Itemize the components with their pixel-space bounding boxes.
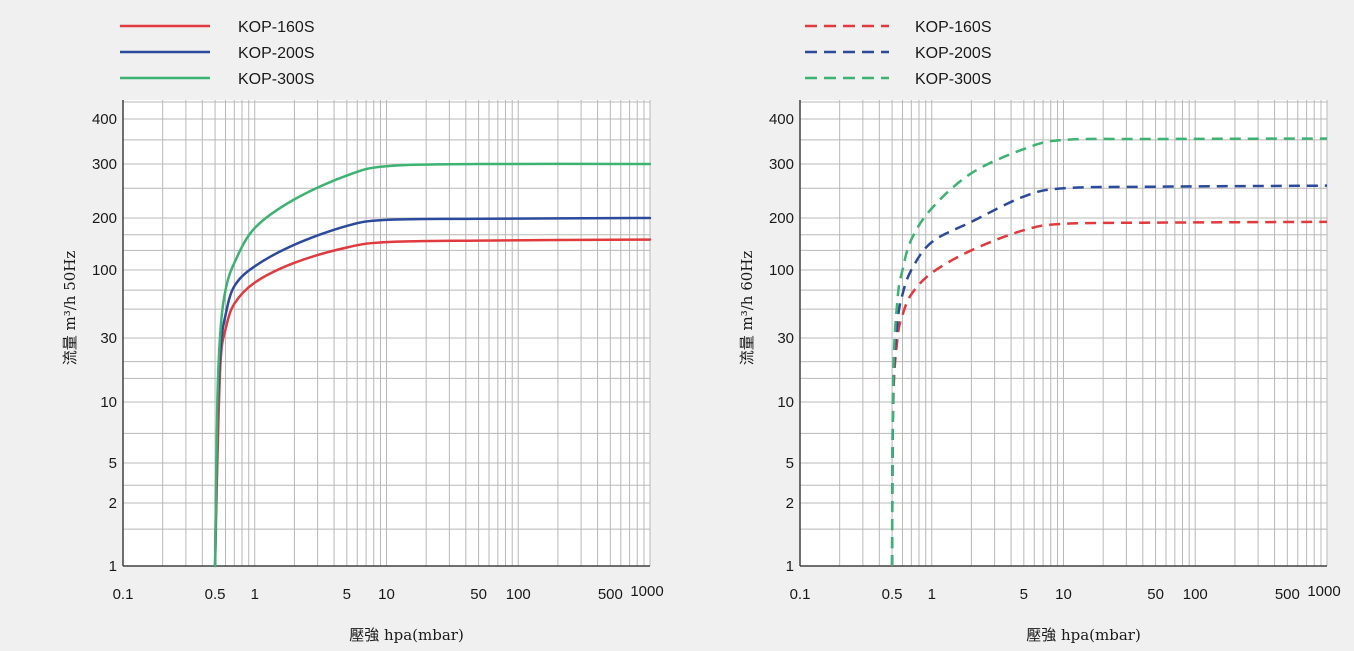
x-axis-title: 壓強 hpa(mbar)	[349, 626, 464, 644]
y-tick-label: 10	[100, 394, 117, 411]
legend-label-kop-300s: KOP-300S	[915, 71, 991, 88]
x-tick-label: 50	[1147, 586, 1164, 603]
series-line-kop-300s	[213, 162, 652, 568]
x-tick-label: 5	[343, 586, 351, 603]
legend-label-kop-200s: KOP-200S	[915, 45, 991, 62]
series-line-kop-160s	[890, 220, 1328, 567]
x-tick-label: 0.5	[882, 586, 903, 603]
legend-label-kop-160s: KOP-160S	[915, 19, 991, 36]
y-tick-label: 30	[777, 330, 794, 347]
x-tick-label: 5	[1020, 586, 1028, 603]
y-tick-label: 10	[777, 394, 794, 411]
y-tick-label: 400	[769, 111, 794, 128]
x-tick-label: 100	[506, 586, 531, 603]
y-tick-label: 300	[92, 156, 117, 173]
y-tick-label: 2	[786, 495, 794, 512]
y-tick-label: 100	[769, 262, 794, 279]
x-tick-label: 50	[470, 586, 487, 603]
x-grid	[122, 100, 651, 566]
series-line-kop-300s	[890, 137, 1328, 567]
x-tick-label: 0.1	[790, 586, 811, 603]
x-tick-label: 1000	[1307, 583, 1340, 600]
x-tick-label: 1000	[630, 583, 663, 600]
y-tick-label: 200	[769, 210, 794, 227]
y-tick-label: 400	[92, 111, 117, 128]
y-tick-label: 100	[92, 262, 117, 279]
x-tick-label: 10	[1055, 586, 1072, 603]
y-tick-label: 1	[109, 558, 117, 575]
chart-50hz: 400 300 200 100 30 10 5 2 1 0.1 0.5 1 5 10 50 100 500 100…	[61, 19, 664, 644]
y-tick-label: 30	[100, 330, 117, 347]
x-axis-title: 壓強 hpa(mbar)	[1026, 626, 1141, 644]
x-tick-label: 0.5	[205, 586, 226, 603]
x-tick-label: 1	[251, 586, 259, 603]
y-tick-label: 300	[769, 156, 794, 173]
chart-60hz: 400 300 200 100 30 10 5 2 1 0.1 0.5 1 5 10 50 100 500 100…	[738, 19, 1341, 644]
x-tick-label: 10	[378, 586, 395, 603]
y-tick-label: 5	[109, 455, 117, 472]
y-axis-title: 流量 m³/h 50Hz	[61, 251, 79, 366]
x-tick-label: 500	[1275, 586, 1300, 603]
y-tick-label: 1	[786, 558, 794, 575]
y-axis-title: 流量 m³/h 60Hz	[738, 251, 756, 366]
y-tick-label: 5	[786, 455, 794, 472]
x-tick-label: 0.1	[113, 586, 134, 603]
legend-label-kop-300s: KOP-300S	[238, 71, 314, 88]
x-tick-label: 1	[928, 586, 936, 603]
x-tick-label: 500	[598, 586, 623, 603]
legend-label-kop-160s: KOP-160S	[238, 19, 314, 36]
x-tick-label: 100	[1183, 586, 1208, 603]
legend-label-kop-200s: KOP-200S	[238, 45, 314, 62]
y-tick-label: 2	[109, 495, 117, 512]
y-tick-label: 200	[92, 210, 117, 227]
